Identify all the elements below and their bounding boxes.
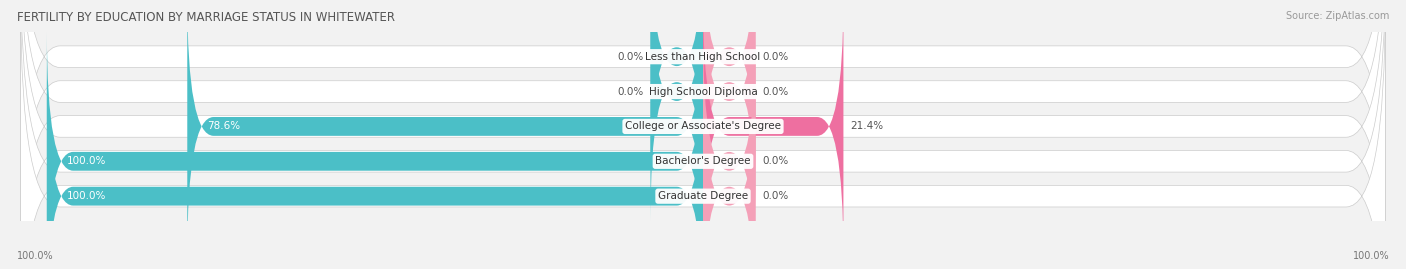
Text: 100.0%: 100.0% — [66, 156, 105, 166]
Text: 0.0%: 0.0% — [762, 191, 789, 201]
FancyBboxPatch shape — [703, 0, 844, 257]
Text: 0.0%: 0.0% — [762, 156, 789, 166]
Text: College or Associate's Degree: College or Associate's Degree — [626, 121, 780, 132]
Text: Bachelor's Degree: Bachelor's Degree — [655, 156, 751, 166]
FancyBboxPatch shape — [703, 0, 755, 222]
FancyBboxPatch shape — [46, 66, 703, 269]
Text: 21.4%: 21.4% — [851, 121, 883, 132]
Text: Source: ZipAtlas.com: Source: ZipAtlas.com — [1285, 11, 1389, 21]
Text: High School Diploma: High School Diploma — [648, 87, 758, 97]
FancyBboxPatch shape — [46, 31, 703, 269]
FancyBboxPatch shape — [703, 66, 755, 269]
Text: 100.0%: 100.0% — [66, 191, 105, 201]
FancyBboxPatch shape — [21, 0, 1385, 269]
Text: 78.6%: 78.6% — [207, 121, 240, 132]
FancyBboxPatch shape — [651, 0, 703, 187]
Text: 0.0%: 0.0% — [762, 87, 789, 97]
Text: FERTILITY BY EDUCATION BY MARRIAGE STATUS IN WHITEWATER: FERTILITY BY EDUCATION BY MARRIAGE STATU… — [17, 11, 395, 24]
Text: 0.0%: 0.0% — [762, 52, 789, 62]
FancyBboxPatch shape — [21, 0, 1385, 269]
Text: 0.0%: 0.0% — [617, 52, 644, 62]
Text: 0.0%: 0.0% — [617, 87, 644, 97]
FancyBboxPatch shape — [21, 0, 1385, 269]
Text: Graduate Degree: Graduate Degree — [658, 191, 748, 201]
Text: Less than High School: Less than High School — [645, 52, 761, 62]
Text: 100.0%: 100.0% — [17, 251, 53, 261]
FancyBboxPatch shape — [21, 0, 1385, 255]
FancyBboxPatch shape — [21, 0, 1385, 269]
FancyBboxPatch shape — [703, 0, 755, 187]
FancyBboxPatch shape — [187, 0, 703, 257]
FancyBboxPatch shape — [651, 0, 703, 222]
FancyBboxPatch shape — [703, 31, 755, 269]
Text: 100.0%: 100.0% — [1353, 251, 1389, 261]
